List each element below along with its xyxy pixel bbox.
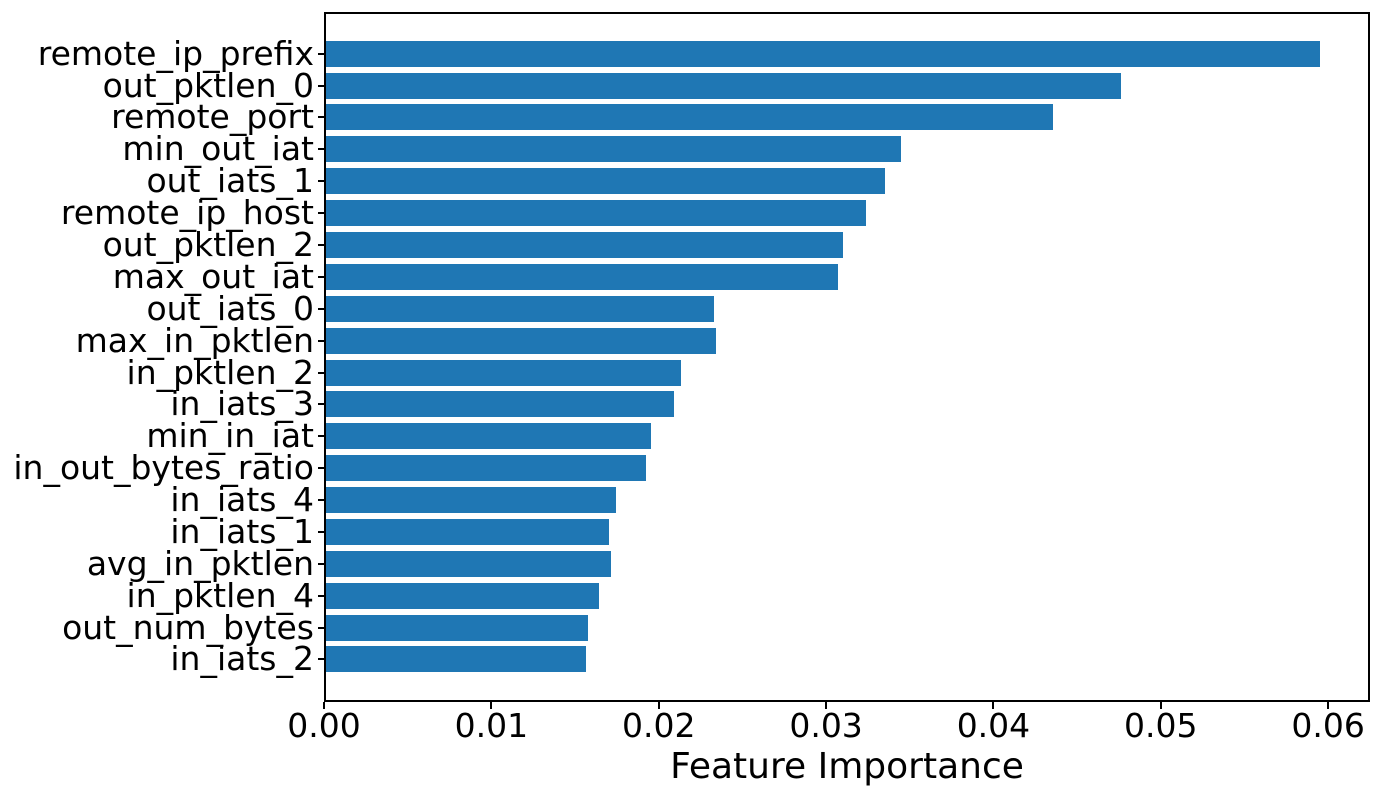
x-tick: [1159, 702, 1162, 709]
x-tick: [490, 702, 493, 709]
y-tick: [318, 371, 324, 374]
y-tick: [318, 307, 324, 310]
x-tick-label: 0.00: [287, 706, 361, 745]
bar-remote_ip_host: [326, 200, 867, 227]
x-tick-label: 0.06: [1291, 706, 1365, 745]
y-tick-label: in_iats_4: [170, 480, 314, 520]
x-axis-title: Feature Importance: [670, 746, 1024, 787]
bar-remote_ip_prefix: [326, 40, 1320, 67]
y-tick: [318, 212, 324, 215]
y-tick: [318, 275, 324, 278]
y-tick-label: out_iats_1: [146, 161, 314, 201]
x-tick-label: 0.01: [454, 706, 529, 745]
y-tick: [318, 467, 324, 470]
y-tick: [318, 562, 324, 565]
y-tick-label: avg_in_pktlen: [86, 543, 314, 583]
y-tick-label: in_iats_3: [170, 384, 314, 424]
bar-min_out_iat: [326, 136, 902, 163]
bar-max_out_iat: [326, 263, 838, 290]
bar-in_iats_4: [326, 487, 617, 514]
bar-in_pktlen_2: [326, 359, 682, 386]
y-tick: [318, 116, 324, 119]
y-tick-label: min_out_iat: [122, 129, 314, 169]
bar-out_iats_0: [326, 295, 715, 322]
bar-out_pktlen_2: [326, 231, 843, 258]
y-tick: [318, 658, 324, 661]
y-tick-label: max_in_pktlen: [75, 320, 314, 360]
bar-min_in_iat: [326, 423, 652, 450]
y-tick: [318, 626, 324, 629]
x-tick: [323, 702, 325, 709]
y-tick-label: max_out_iat: [112, 256, 314, 296]
bar-in_iats_3: [326, 391, 675, 418]
y-tick-label: out_pktlen_2: [102, 224, 314, 264]
y-tick-label: in_iats_1: [170, 511, 314, 551]
x-tick: [825, 702, 828, 709]
y-tick: [318, 339, 324, 342]
y-tick-label: out_iats_0: [146, 288, 314, 328]
y-tick-label: out_pktlen_0: [102, 65, 314, 105]
y-tick: [318, 243, 324, 246]
x-tick: [657, 702, 660, 709]
x-tick-label: 0.02: [621, 706, 696, 745]
y-tick-label: out_num_bytes: [62, 607, 314, 647]
bar-remote_port: [326, 104, 1053, 131]
bar-avg_in_pktlen: [326, 550, 612, 577]
y-tick-label: in_pktlen_4: [126, 575, 314, 615]
y-tick-label: in_out_bytes_ratio: [13, 448, 314, 488]
y-tick: [318, 435, 324, 438]
x-tick: [992, 702, 995, 709]
y-tick: [318, 594, 324, 597]
x-tick: [1327, 702, 1330, 709]
bar-out_pktlen_0: [326, 72, 1122, 99]
bar-in_pktlen_4: [326, 582, 600, 609]
y-tick: [318, 530, 324, 533]
y-tick: [318, 499, 324, 502]
bar-in_out_bytes_ratio: [326, 455, 647, 482]
x-tick-label: 0.03: [789, 706, 863, 745]
x-tick-label: 0.04: [956, 706, 1031, 745]
bar-in_iats_2: [326, 646, 587, 673]
y-tick-label: remote_ip_host: [60, 193, 314, 233]
y-tick-label: min_in_iat: [146, 416, 314, 456]
y-tick: [318, 180, 324, 183]
y-tick: [318, 148, 324, 151]
bar-out_num_bytes: [326, 614, 588, 641]
x-tick-label: 0.05: [1124, 706, 1198, 745]
y-tick-label: remote_port: [111, 97, 314, 137]
y-tick: [318, 84, 324, 87]
plot-area: [318, 12, 1370, 702]
y-tick-label: in_iats_2: [170, 639, 314, 679]
bar-in_iats_1: [326, 518, 610, 545]
y-tick: [318, 403, 324, 406]
bar-out_iats_1: [326, 168, 885, 195]
y-tick: [318, 52, 324, 55]
y-tick-label: in_pktlen_2: [126, 352, 314, 392]
bar-max_in_pktlen: [326, 327, 717, 354]
y-tick-label: remote_ip_prefix: [37, 33, 314, 73]
